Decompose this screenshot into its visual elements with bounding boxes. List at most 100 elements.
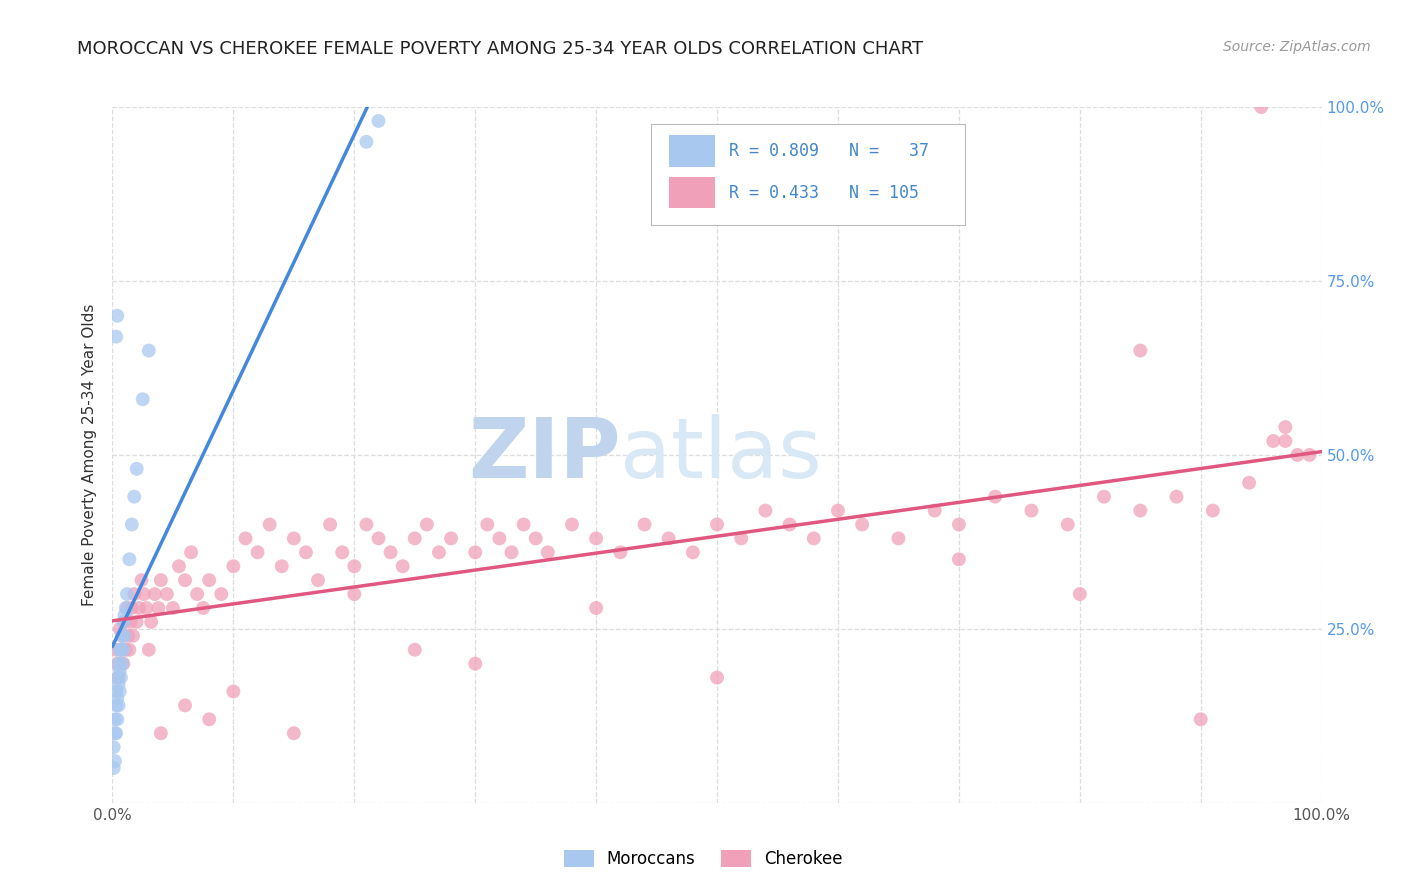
Point xyxy=(1202,503,1225,517)
Point xyxy=(107,671,129,685)
Point xyxy=(585,601,607,615)
Point xyxy=(730,532,752,546)
Point xyxy=(105,329,128,343)
Point xyxy=(110,671,132,685)
Point xyxy=(115,587,138,601)
Point xyxy=(114,615,136,629)
Point xyxy=(464,545,486,559)
Point xyxy=(682,545,704,559)
Point xyxy=(112,615,135,629)
Point xyxy=(167,559,190,574)
Point xyxy=(295,545,318,559)
Point xyxy=(319,517,342,532)
Point xyxy=(1129,343,1152,358)
Point xyxy=(117,629,139,643)
Point xyxy=(114,642,136,657)
Point xyxy=(107,657,129,671)
Point xyxy=(105,309,128,323)
Point xyxy=(138,642,160,657)
Point xyxy=(585,532,607,546)
Point xyxy=(115,601,138,615)
Point xyxy=(135,601,157,615)
Point xyxy=(156,587,179,601)
Point xyxy=(149,726,172,740)
Point xyxy=(706,671,728,685)
Point xyxy=(222,684,245,698)
Point xyxy=(1129,503,1152,517)
Point xyxy=(984,490,1007,504)
Point xyxy=(121,601,143,615)
Point xyxy=(1274,434,1296,448)
Text: R = 0.433   N = 105: R = 0.433 N = 105 xyxy=(730,184,920,202)
Point xyxy=(609,545,631,559)
Point xyxy=(108,622,131,636)
Point xyxy=(105,698,128,713)
Text: Source: ZipAtlas.com: Source: ZipAtlas.com xyxy=(1223,40,1371,54)
Point xyxy=(380,545,402,559)
Point xyxy=(132,392,155,407)
Point xyxy=(1166,490,1188,504)
Point xyxy=(283,726,305,740)
Point xyxy=(754,503,776,517)
Point xyxy=(198,712,221,726)
Text: MOROCCAN VS CHEROKEE FEMALE POVERTY AMONG 25-34 YEAR OLDS CORRELATION CHART: MOROCCAN VS CHEROKEE FEMALE POVERTY AMON… xyxy=(77,40,924,58)
Point xyxy=(367,532,389,546)
Point xyxy=(356,135,378,149)
Point xyxy=(103,761,125,775)
Point xyxy=(118,552,141,566)
Point xyxy=(111,629,134,643)
Point xyxy=(107,677,129,691)
Point xyxy=(143,587,166,601)
Point xyxy=(104,726,127,740)
Point xyxy=(138,343,160,358)
Point xyxy=(235,532,257,546)
Point xyxy=(132,587,155,601)
Point xyxy=(404,642,426,657)
Y-axis label: Female Poverty Among 25-34 Year Olds: Female Poverty Among 25-34 Year Olds xyxy=(82,304,97,606)
Point xyxy=(105,671,128,685)
Point xyxy=(180,545,202,559)
Point xyxy=(114,629,136,643)
Point xyxy=(464,657,486,671)
Point xyxy=(141,615,163,629)
Point xyxy=(122,629,145,643)
Point xyxy=(537,545,560,559)
Point xyxy=(404,532,426,546)
Point xyxy=(488,532,510,546)
Point xyxy=(1286,448,1309,462)
Point xyxy=(259,517,281,532)
Point xyxy=(110,642,132,657)
Point xyxy=(343,559,366,574)
Point xyxy=(1069,587,1091,601)
Point xyxy=(149,573,172,587)
Point xyxy=(1021,503,1043,517)
Point xyxy=(105,726,128,740)
Point xyxy=(198,573,221,587)
Point xyxy=(1263,434,1285,448)
Point xyxy=(948,517,970,532)
FancyBboxPatch shape xyxy=(669,136,714,167)
Point xyxy=(1274,420,1296,434)
Point xyxy=(112,657,135,671)
Point xyxy=(246,545,269,559)
Point xyxy=(105,642,128,657)
Point xyxy=(948,552,970,566)
Point xyxy=(658,532,681,546)
Point xyxy=(851,517,873,532)
Point xyxy=(162,601,184,615)
Point xyxy=(104,712,127,726)
Point xyxy=(110,642,132,657)
Point xyxy=(112,642,135,657)
FancyBboxPatch shape xyxy=(651,124,965,226)
Point xyxy=(391,559,413,574)
Point xyxy=(1237,475,1260,490)
Text: R = 0.809   N =   37: R = 0.809 N = 37 xyxy=(730,142,929,160)
Point xyxy=(105,657,128,671)
FancyBboxPatch shape xyxy=(669,177,714,208)
Point xyxy=(120,615,142,629)
Point xyxy=(1250,100,1272,114)
Point xyxy=(186,587,208,601)
Point xyxy=(270,559,292,574)
Point xyxy=(111,629,134,643)
Point xyxy=(706,517,728,532)
